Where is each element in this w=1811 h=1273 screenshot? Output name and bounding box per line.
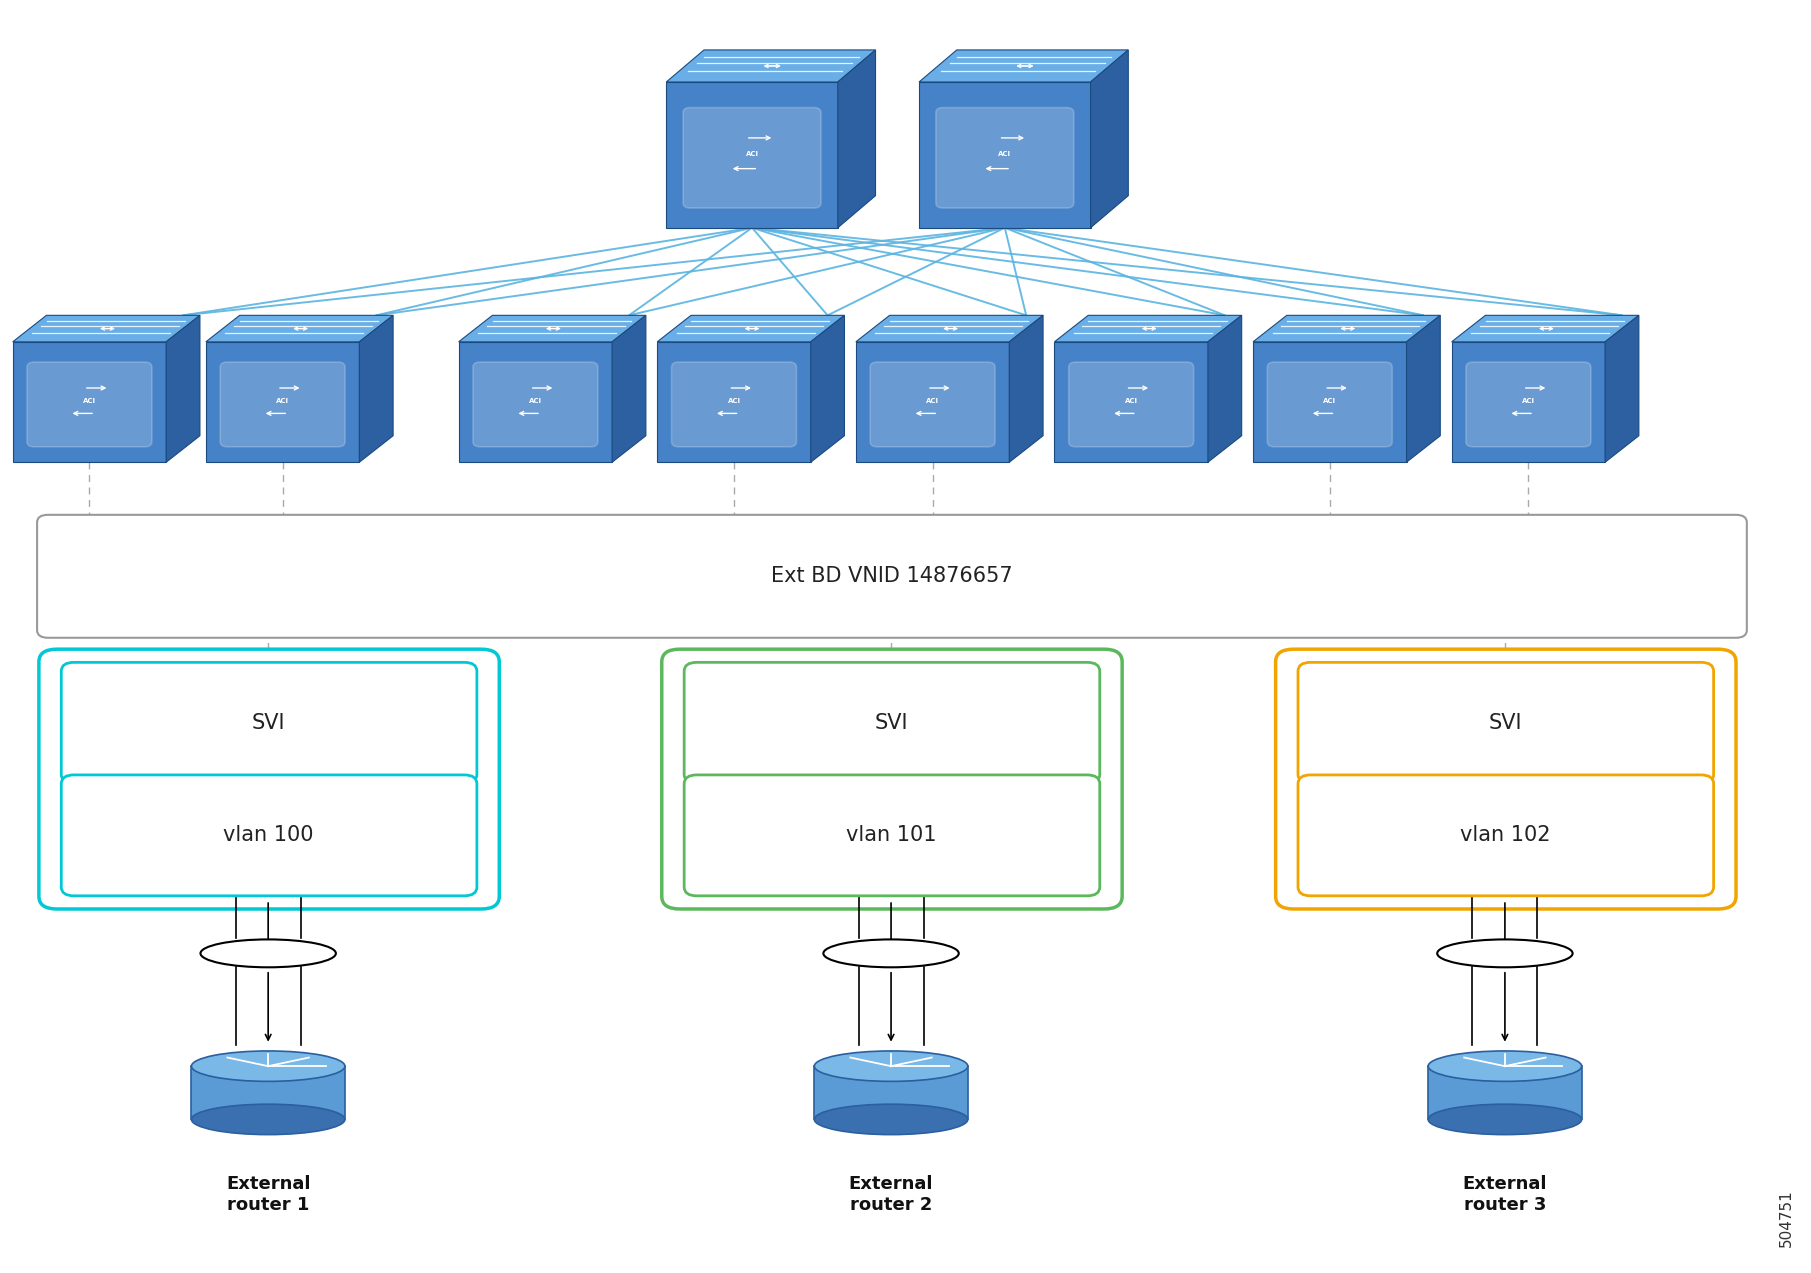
Polygon shape — [1054, 316, 1242, 342]
Polygon shape — [666, 50, 875, 81]
Polygon shape — [857, 316, 1043, 342]
Polygon shape — [1054, 342, 1208, 462]
Polygon shape — [13, 342, 167, 462]
Text: ACI: ACI — [998, 151, 1011, 157]
FancyBboxPatch shape — [1465, 362, 1590, 447]
Polygon shape — [359, 316, 393, 462]
FancyBboxPatch shape — [685, 775, 1099, 896]
Text: vlan 101: vlan 101 — [846, 825, 936, 845]
FancyBboxPatch shape — [672, 362, 797, 447]
Text: External
router 1: External router 1 — [226, 1175, 310, 1214]
Polygon shape — [1090, 50, 1128, 228]
Text: External
router 3: External router 3 — [1463, 1175, 1547, 1214]
Polygon shape — [1407, 316, 1440, 462]
Polygon shape — [918, 50, 1128, 81]
Ellipse shape — [192, 1104, 344, 1134]
Text: vlan 100: vlan 100 — [223, 825, 313, 845]
Ellipse shape — [201, 939, 335, 967]
FancyBboxPatch shape — [38, 649, 500, 909]
Polygon shape — [458, 316, 647, 342]
Polygon shape — [206, 316, 393, 342]
Text: 504751: 504751 — [1778, 1190, 1795, 1248]
Ellipse shape — [1438, 939, 1572, 967]
Polygon shape — [1452, 342, 1605, 462]
Polygon shape — [838, 50, 875, 228]
Polygon shape — [458, 342, 612, 462]
Polygon shape — [815, 1067, 967, 1119]
Ellipse shape — [815, 1051, 967, 1081]
Polygon shape — [1253, 316, 1440, 342]
Text: ACI: ACI — [529, 398, 541, 405]
Text: ACI: ACI — [925, 398, 940, 405]
Polygon shape — [1429, 1067, 1581, 1119]
FancyBboxPatch shape — [1068, 362, 1193, 447]
Text: SVI: SVI — [1489, 713, 1521, 733]
FancyBboxPatch shape — [683, 107, 820, 207]
FancyBboxPatch shape — [1298, 662, 1713, 783]
Polygon shape — [657, 316, 844, 342]
Polygon shape — [1208, 316, 1242, 462]
Ellipse shape — [1429, 1104, 1581, 1134]
FancyBboxPatch shape — [1268, 362, 1393, 447]
Polygon shape — [612, 316, 647, 462]
Ellipse shape — [815, 1104, 967, 1134]
Ellipse shape — [824, 939, 958, 967]
Text: ACI: ACI — [83, 398, 96, 405]
Text: ACI: ACI — [728, 398, 741, 405]
Text: SVI: SVI — [875, 713, 907, 733]
Polygon shape — [1253, 342, 1407, 462]
Polygon shape — [811, 316, 844, 462]
Polygon shape — [857, 342, 1009, 462]
Polygon shape — [666, 81, 838, 228]
Ellipse shape — [192, 1051, 344, 1081]
Text: ACI: ACI — [746, 151, 759, 157]
FancyBboxPatch shape — [936, 107, 1074, 207]
Polygon shape — [167, 316, 199, 462]
Polygon shape — [192, 1067, 344, 1119]
FancyBboxPatch shape — [661, 649, 1123, 909]
Polygon shape — [918, 81, 1090, 228]
Text: Ext BD VNID 14876657: Ext BD VNID 14876657 — [771, 566, 1012, 587]
Polygon shape — [657, 342, 811, 462]
Text: ACI: ACI — [1521, 398, 1536, 405]
FancyBboxPatch shape — [36, 514, 1748, 638]
Text: ACI: ACI — [1324, 398, 1337, 405]
Text: SVI: SVI — [252, 713, 284, 733]
Polygon shape — [13, 316, 199, 342]
Polygon shape — [206, 342, 359, 462]
Polygon shape — [1009, 316, 1043, 462]
Text: vlan 102: vlan 102 — [1460, 825, 1550, 845]
FancyBboxPatch shape — [473, 362, 598, 447]
FancyBboxPatch shape — [62, 662, 476, 783]
FancyBboxPatch shape — [685, 662, 1099, 783]
FancyBboxPatch shape — [221, 362, 346, 447]
FancyBboxPatch shape — [869, 362, 994, 447]
FancyBboxPatch shape — [62, 775, 476, 896]
Text: ACI: ACI — [1125, 398, 1137, 405]
FancyBboxPatch shape — [27, 362, 152, 447]
FancyBboxPatch shape — [1298, 775, 1713, 896]
Text: ACI: ACI — [275, 398, 290, 405]
Ellipse shape — [1429, 1051, 1581, 1081]
Text: External
router 2: External router 2 — [849, 1175, 933, 1214]
Polygon shape — [1605, 316, 1639, 462]
FancyBboxPatch shape — [1275, 649, 1737, 909]
Polygon shape — [1452, 316, 1639, 342]
